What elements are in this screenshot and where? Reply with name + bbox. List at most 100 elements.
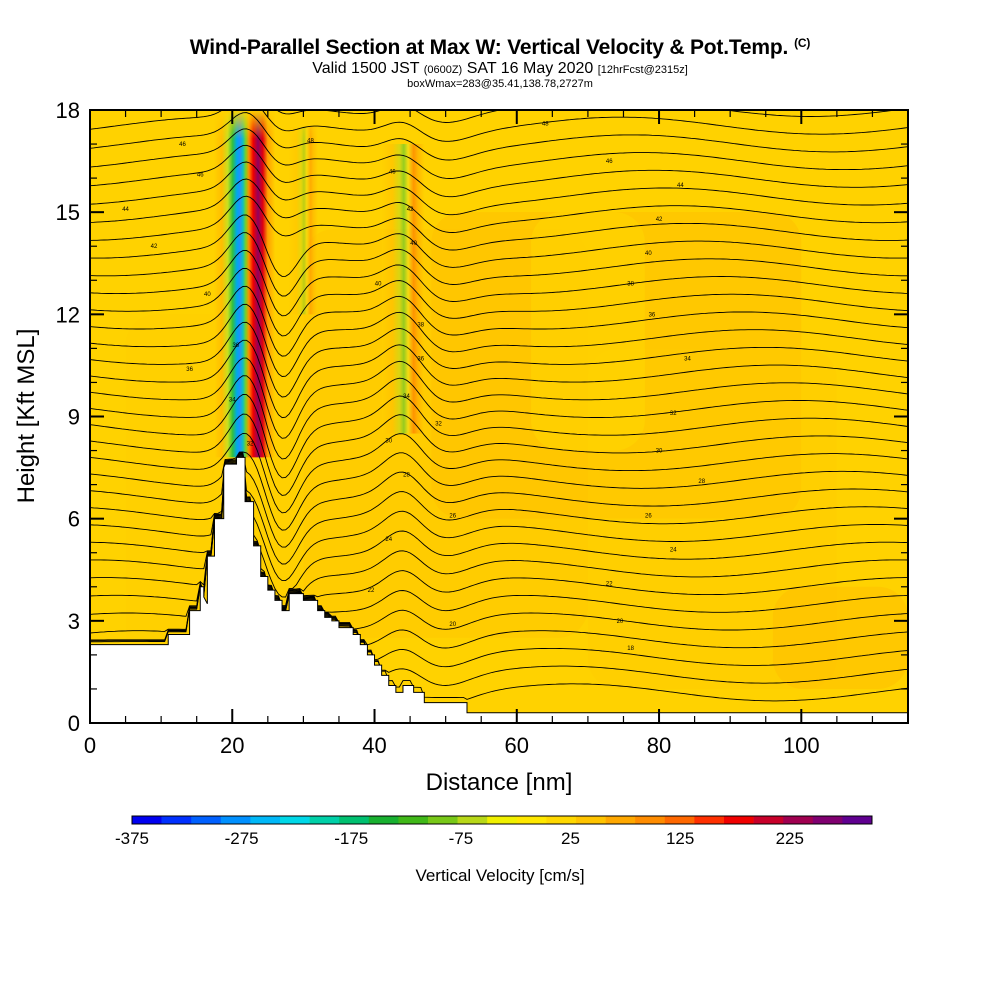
colorbar-swatch	[457, 816, 488, 824]
colorbar-swatch	[132, 816, 162, 824]
colorbar	[131, 815, 873, 825]
colorbar-tick-labels: -375 -275 -175 -75 25 125 225	[115, 829, 804, 848]
theta-contour-label: 22	[606, 581, 613, 587]
colorbar-swatch	[398, 816, 429, 824]
x-tick-label: 100	[783, 733, 820, 758]
theta-contour-line	[90, 128, 908, 179]
theta-contour-label: 42	[656, 217, 663, 223]
y-tick-label: 6	[68, 507, 80, 532]
colorbar-swatch	[753, 816, 784, 824]
theta-contour-label: 46	[197, 173, 204, 179]
colorbar-tick-label: 25	[561, 829, 580, 848]
colorbar-swatch	[161, 816, 192, 824]
x-tick-label: 60	[505, 733, 529, 758]
theta-contour-label: 44	[122, 207, 129, 213]
colorbar-swatch	[635, 816, 666, 824]
valid-date: SAT 16 May 2020	[466, 60, 594, 77]
theta-contour-label: 22	[368, 588, 375, 594]
colorbar-frame	[131, 815, 873, 825]
theta-contour-label: 30	[385, 438, 392, 444]
theta-contour-label: 38	[417, 323, 424, 329]
terrain	[90, 456, 908, 723]
y-tick-labels: 0 3 6 9 12 15 18	[56, 98, 80, 736]
theta-contour-label: 32	[670, 411, 677, 417]
colorbar-tick-label: 125	[666, 829, 694, 848]
colorbar-swatch	[694, 816, 725, 824]
theta-contour-label: 24	[670, 547, 677, 553]
colorbar-swatch	[250, 816, 281, 824]
velocity-patch-1	[303, 229, 588, 638]
colorbar-tick-label: -375	[115, 829, 149, 848]
x-axis-title: Distance [nm]	[426, 769, 573, 796]
theta-contour-line	[90, 303, 908, 377]
x-tick-label: 40	[362, 733, 386, 758]
theta-contour-label: 42	[151, 244, 158, 250]
y-tick-label: 9	[68, 405, 80, 430]
colorbar-swatch	[487, 816, 518, 824]
colorbar-swatch	[576, 816, 606, 824]
theta-contour-label: 48	[307, 139, 314, 145]
theta-contour-label: 34	[403, 394, 410, 400]
colorbar-swatch	[664, 816, 695, 824]
colorbar-swatch	[516, 816, 547, 824]
theta-contour-labels: 46 48 48 46 46 46 44 44 42 42 42 40 40 40 40 38 36 38 36 36…	[122, 122, 705, 652]
theta-contour-line	[90, 455, 908, 598]
y-tick-label: 12	[56, 302, 80, 327]
theta-contour-line	[90, 339, 908, 419]
y-axis-title: Height [Kft MSL]	[13, 329, 40, 504]
valid-utc: (0600Z)	[423, 64, 463, 76]
x-tick-label: 0	[84, 733, 96, 758]
theta-contour-label: 34	[229, 397, 236, 403]
theta-contour-label: 40	[410, 241, 417, 247]
theta-contour-line	[90, 451, 908, 531]
colorbar-swatch	[191, 816, 222, 824]
theta-contour-label: 40	[645, 251, 652, 257]
theta-contour-line	[90, 178, 908, 233]
colorbar-swatch	[339, 816, 370, 824]
upper-velocity-wave	[289, 127, 318, 315]
theta-contour-line	[90, 453, 908, 565]
x-tick-label: 80	[647, 733, 671, 758]
colorbar-swatch	[783, 816, 814, 824]
velocity-patch-5	[531, 212, 645, 451]
colorbar-swatch	[428, 816, 458, 824]
theta-contour-label: 40	[375, 282, 382, 288]
theta-contour-line	[90, 110, 908, 142]
theta-contour-line	[90, 112, 908, 161]
theta-contour-line	[90, 250, 908, 317]
colorbar-swatch	[724, 816, 754, 824]
theta-contour-label: 44	[677, 183, 684, 189]
theta-contour-label: 46	[389, 169, 396, 175]
theta-contour-label: 34	[684, 357, 691, 363]
theta-contour-label: 20	[449, 622, 456, 628]
colorbar-swatch	[605, 816, 636, 824]
plot-area: 46 48 48 46 46 46 44 44 42 42 42 40 40 40 40 38 36 38 36 36…	[90, 110, 908, 723]
theta-contour-line	[90, 214, 908, 277]
colorbar-swatch	[220, 816, 251, 824]
theta-contour-label: 20	[617, 619, 624, 625]
box-info-line: boxWmax=283@35.41,138.78,2727m	[407, 78, 593, 90]
colorbar-tick-label: -275	[225, 829, 259, 848]
theta-contour-label: 32	[247, 442, 254, 448]
y-tick-label: 15	[56, 200, 80, 225]
chart-title-text: Wind-Parallel Section at Max W: Vertical…	[189, 36, 789, 59]
theta-contour-label: 28	[403, 472, 410, 478]
colorbar-title: Vertical Velocity [cm/s]	[415, 866, 584, 885]
theta-contour-label: 30	[656, 449, 663, 455]
secondary-velocity-core	[381, 144, 425, 434]
theta-contour-line	[90, 285, 908, 357]
theta-contour-label: 36	[186, 367, 193, 373]
x-tick-labels: 0 20 40 60 80 100	[84, 733, 820, 758]
theta-contour-label: 36	[232, 343, 239, 349]
colorbar-tick-label: 225	[776, 829, 804, 848]
colorbar-swatch	[280, 816, 310, 824]
theta-contour-line	[90, 375, 908, 460]
colorbar-swatch	[842, 816, 873, 824]
theta-contour-label: 26	[645, 513, 652, 519]
colorbar-tick-label: -75	[449, 829, 474, 848]
y-tick-label: 0	[68, 711, 80, 736]
colorbar-tick-label: -175	[334, 829, 368, 848]
theta-contour-line	[90, 144, 908, 198]
y-tick-label: 3	[68, 609, 80, 634]
